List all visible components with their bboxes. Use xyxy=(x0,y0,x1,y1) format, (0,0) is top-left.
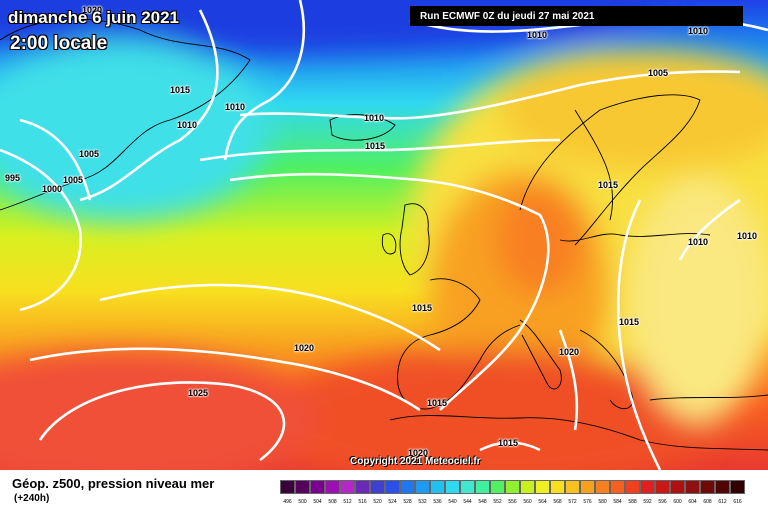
isobar-label: 1015 xyxy=(365,141,386,151)
color-scale-tick: 548 xyxy=(478,499,487,505)
color-scale-swatch xyxy=(340,480,355,494)
color-scale-tick: 512 xyxy=(343,499,352,505)
color-scale-swatch xyxy=(460,480,475,494)
color-scale-tick: 540 xyxy=(448,499,457,505)
isobar-label: 1000 xyxy=(42,184,63,194)
isobar-label: 1025 xyxy=(188,388,209,398)
color-scale-tick: 616 xyxy=(733,499,742,505)
color-scale-tick: 576 xyxy=(583,499,592,505)
isobar-label: 1015 xyxy=(412,303,433,313)
isobar-label: 1015 xyxy=(427,398,448,408)
isobar-label: 1005 xyxy=(79,149,100,159)
color-scale-tick: 608 xyxy=(703,499,712,505)
color-scale-swatch xyxy=(325,480,340,494)
color-scale-swatch xyxy=(355,480,370,494)
isobar-label: 1010 xyxy=(364,113,385,123)
run-info-text: Run ECMWF 0Z du jeudi 27 mai 2021 xyxy=(420,10,595,22)
isobar-label: 1020 xyxy=(408,448,429,458)
color-scale-tick: 552 xyxy=(493,499,502,505)
isobar-label: 1020 xyxy=(294,343,315,353)
isobar-label: 1020 xyxy=(82,5,103,15)
color-scale-swatch xyxy=(610,480,625,494)
color-scale-ticks: 496 500 504 508 512 516 520 524 528 532 536 540 544 5… xyxy=(280,499,745,505)
color-scale-swatch xyxy=(280,480,295,494)
color-scale-tick: 516 xyxy=(358,499,367,505)
color-scale xyxy=(280,480,745,494)
isobar-label: 1005 xyxy=(63,175,84,185)
isobar-label: 1010 xyxy=(225,102,246,112)
isobar-label: 995 xyxy=(5,173,21,183)
isobar-label: 1010 xyxy=(688,237,709,247)
legend-subtitle: (+240h) xyxy=(14,493,50,504)
isobar-label: 1020 xyxy=(559,347,580,357)
isobar-label: 1010 xyxy=(737,231,758,241)
color-scale-tick: 536 xyxy=(433,499,442,505)
color-scale-tick: 556 xyxy=(508,499,517,505)
color-scale-swatch xyxy=(400,480,415,494)
color-scale-tick: 544 xyxy=(463,499,472,505)
forecast-time: 2:00 locale xyxy=(10,33,108,54)
forecast-date: dimanche 6 juin 2021 xyxy=(8,8,180,27)
color-scale-tick: 532 xyxy=(418,499,427,505)
color-scale-tick: 580 xyxy=(598,499,607,505)
color-scale-swatch xyxy=(595,480,610,494)
run-info-banner: Run ECMWF 0Z du jeudi 27 mai 2021 xyxy=(410,6,743,26)
copyright-notice: Copyright 2021 Meteociel.fr xyxy=(350,456,481,467)
color-scale-tick: 588 xyxy=(628,499,637,505)
color-scale-tick: 560 xyxy=(523,499,532,505)
color-scale-swatch xyxy=(625,480,640,494)
color-scale-tick: 520 xyxy=(373,499,382,505)
color-scale-swatch xyxy=(475,480,490,494)
color-scale-tick: 508 xyxy=(328,499,337,505)
legend-title: Géop. z500, pression niveau mer xyxy=(12,476,215,491)
color-scale-swatch xyxy=(730,480,745,494)
color-scale-swatch xyxy=(445,480,460,494)
color-scale-swatch xyxy=(505,480,520,494)
color-scale-tick: 604 xyxy=(688,499,697,505)
isobar-label: 1015 xyxy=(170,85,191,95)
isobar-label: 1015 xyxy=(598,180,619,190)
color-scale-tick: 572 xyxy=(568,499,577,505)
isobar-label: 1010 xyxy=(688,26,709,36)
color-scale-swatch xyxy=(535,480,550,494)
color-scale-tick: 568 xyxy=(553,499,562,505)
color-scale-tick: 612 xyxy=(718,499,727,505)
geopotential-map xyxy=(0,0,768,470)
color-scale-swatch xyxy=(565,480,580,494)
color-scale-tick: 500 xyxy=(298,499,307,505)
color-scale-swatch xyxy=(715,480,730,494)
color-scale-swatch xyxy=(490,480,505,494)
color-scale-tick: 596 xyxy=(658,499,667,505)
color-scale-tick: 592 xyxy=(643,499,652,505)
isobar-label: 1010 xyxy=(527,30,548,40)
isobar-label: 1015 xyxy=(498,438,519,448)
color-scale-swatch xyxy=(640,480,655,494)
color-scale-swatch xyxy=(310,480,325,494)
color-scale-swatch xyxy=(430,480,445,494)
color-scale-tick: 524 xyxy=(388,499,397,505)
isobar-label: 1005 xyxy=(648,68,669,78)
color-scale-tick: 564 xyxy=(538,499,547,505)
coastlines xyxy=(0,18,768,451)
color-scale-swatch xyxy=(655,480,670,494)
color-scale-swatch xyxy=(385,480,400,494)
color-scale-tick: 504 xyxy=(313,499,322,505)
color-scale-swatch xyxy=(550,480,565,494)
color-scale-swatch xyxy=(670,480,685,494)
color-scale-swatch xyxy=(580,480,595,494)
color-scale-swatch xyxy=(415,480,430,494)
color-scale-swatch xyxy=(700,480,715,494)
color-scale-tick: 496 xyxy=(283,499,292,505)
color-scale-tick: 528 xyxy=(403,499,412,505)
isobar-label: 1015 xyxy=(619,317,640,327)
color-scale-swatch xyxy=(685,480,700,494)
color-scale-swatch xyxy=(370,480,385,494)
color-scale-swatch xyxy=(295,480,310,494)
color-scale-tick: 584 xyxy=(613,499,622,505)
isobar-label: 1010 xyxy=(177,120,198,130)
color-scale-tick: 600 xyxy=(673,499,682,505)
color-scale-swatch xyxy=(520,480,535,494)
